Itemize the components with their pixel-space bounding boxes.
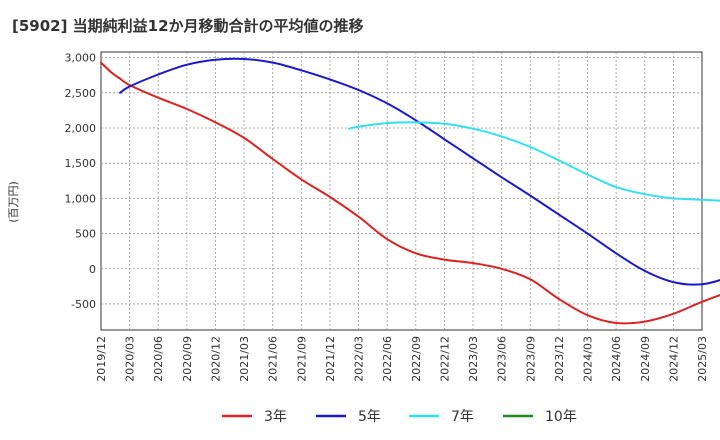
series-group: [100, 57, 720, 325]
y-tick-label: 1,000: [65, 192, 97, 205]
x-tick-label: 2019/12: [95, 336, 108, 382]
x-tick-label: 2021/06: [267, 336, 280, 382]
x-tick-label: 2023/03: [467, 336, 480, 382]
x-tick-label: 2022/06: [381, 336, 394, 382]
x-tick-label: 2023/09: [524, 336, 537, 382]
x-tick-label: 2021/09: [295, 336, 308, 382]
x-tick-label: 2025/03: [696, 336, 709, 382]
x-tick-label: 2021/03: [238, 336, 251, 382]
chart-title: [5902] 当期純利益12か月移動合計の平均値の推移: [12, 17, 364, 35]
x-tick-label: 2024/12: [667, 336, 680, 382]
x-tick-label: 2023/06: [496, 336, 509, 382]
x-tick-label: 2020/12: [209, 336, 222, 382]
legend: 3年 5年 7年 10年: [222, 409, 577, 425]
x-tick-label: 2023/12: [553, 336, 566, 382]
x-tick-label: 2020/06: [152, 336, 165, 382]
x-tick-label: 2024/09: [639, 336, 652, 382]
y-tick-label: 2,500: [65, 87, 97, 100]
x-tick-label: 2024/06: [610, 336, 623, 382]
y-axis-label: (百万円): [7, 181, 20, 223]
x-tick-label: 2020/09: [181, 336, 194, 382]
legend-label: 10年: [545, 409, 577, 425]
x-tick-label: 2022/09: [410, 336, 423, 382]
series-line-3: [348, 121, 720, 202]
plot-area: [100, 51, 703, 331]
x-tick-label: 2021/12: [324, 336, 337, 382]
x-axis: 2019/12 2020/03 2020/06 2020/09 2020/12 2021/…: [95, 336, 709, 382]
x-tick-label: 2022/12: [438, 336, 451, 382]
legend-label: 7年: [451, 409, 474, 425]
series-line-1: [100, 61, 720, 325]
x-tick-label: 2020/03: [124, 336, 137, 382]
y-axis: -500 0 500 1,000 1,500 2,000 2,500 3,000: [65, 52, 97, 311]
y-tick-label: 2,000: [65, 122, 97, 135]
x-tick-label: 2022/03: [353, 336, 366, 382]
legend-label: 5年: [358, 409, 381, 425]
y-tick-label: -500: [71, 298, 96, 311]
y-tick-label: 3,000: [65, 52, 97, 65]
x-tick-label: 2024/03: [582, 336, 595, 382]
legend-label: 3年: [264, 409, 287, 425]
y-tick-label: 1,500: [65, 157, 97, 170]
series-line-2: [119, 57, 720, 286]
y-tick-label: 0: [89, 263, 96, 276]
grid: [101, 52, 702, 330]
y-tick-label: 500: [75, 228, 96, 241]
